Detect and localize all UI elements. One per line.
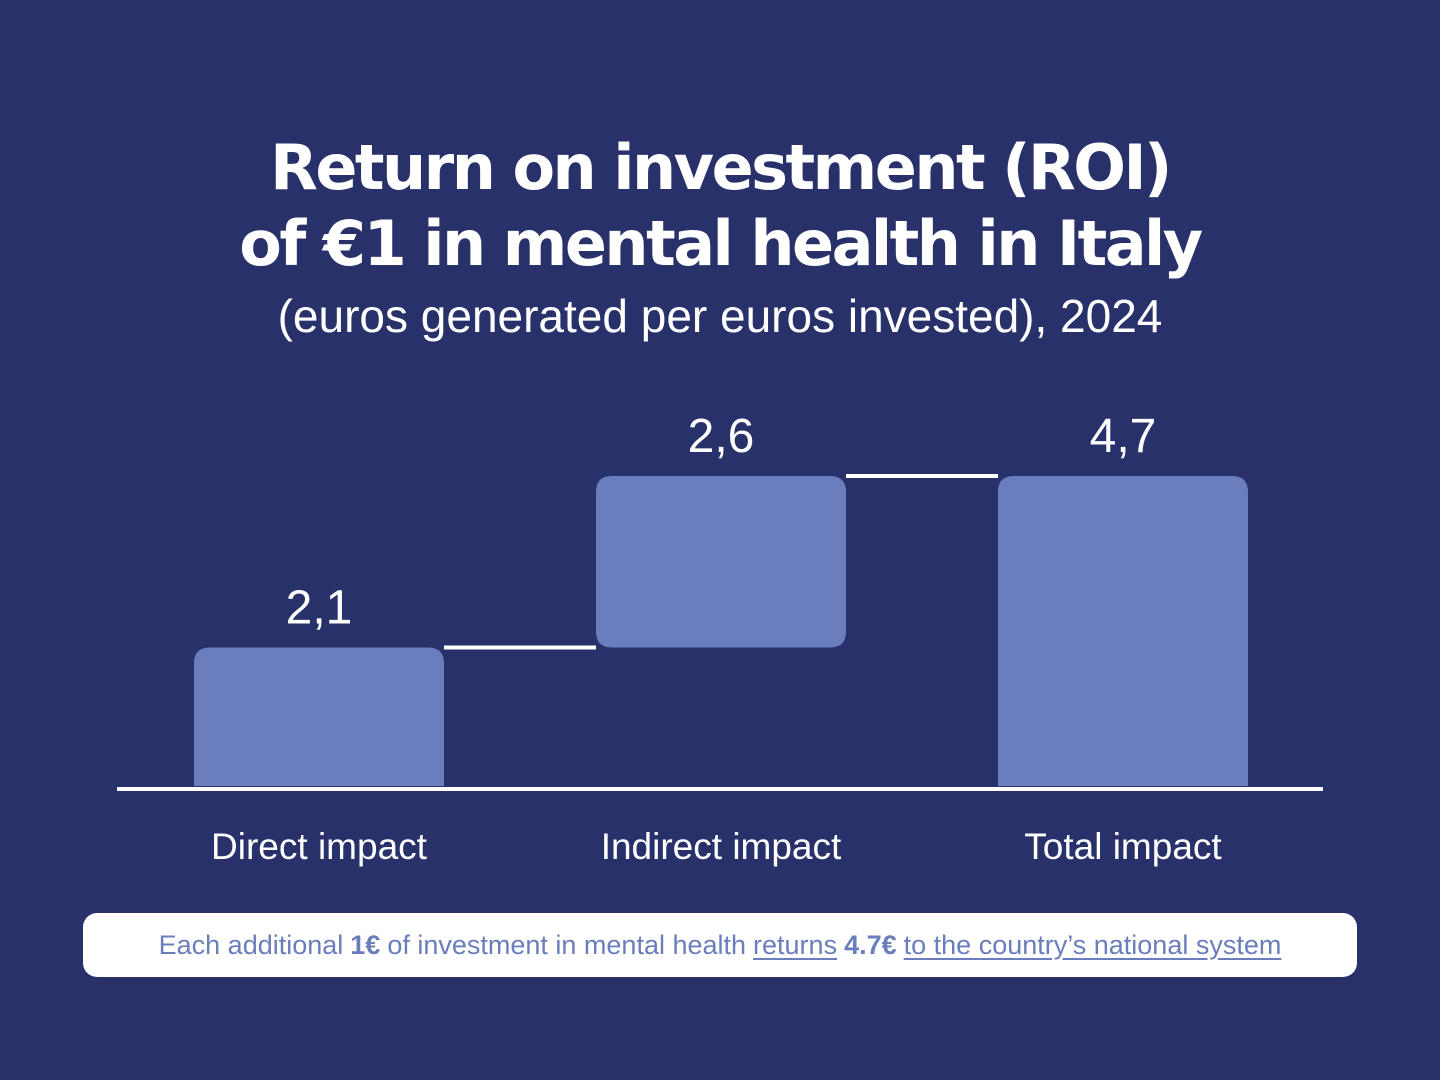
footnote-link-national-system[interactable]: to the country’s national system <box>903 929 1282 960</box>
chart-title-line-2: of €1 in mental health in Italy <box>239 207 1203 280</box>
value-label-2: 2,6 <box>688 410 755 463</box>
category-label-3: Total impact <box>1024 826 1222 867</box>
chart-title: Return on investment (ROI) of €1 in ment… <box>0 130 1440 282</box>
bar-direct-impact <box>194 647 444 786</box>
bar-indirect-impact <box>596 476 846 648</box>
footnote-banner: Each additional 1€ of investment in ment… <box>83 913 1357 977</box>
value-label-1: 2,1 <box>286 581 353 634</box>
category-label-2: Indirect impact <box>601 826 842 867</box>
category-label-1: Direct impact <box>211 826 428 867</box>
value-label-3: 4,7 <box>1090 410 1157 463</box>
footnote-text-1: Each additional <box>158 929 344 960</box>
footnote-text-2: of investment in mental health <box>387 929 747 960</box>
footnote-amount-invested: 1€ <box>350 929 381 960</box>
footnote-link-returns[interactable]: returns <box>753 929 838 960</box>
bar-total-impact <box>998 476 1248 786</box>
chart-subtitle: (euros generated per euros invested), 20… <box>277 290 1163 342</box>
footnote-amount-returned: 4.7€ <box>844 929 897 960</box>
chart-title-line-1: Return on investment (ROI) <box>270 131 1172 204</box>
